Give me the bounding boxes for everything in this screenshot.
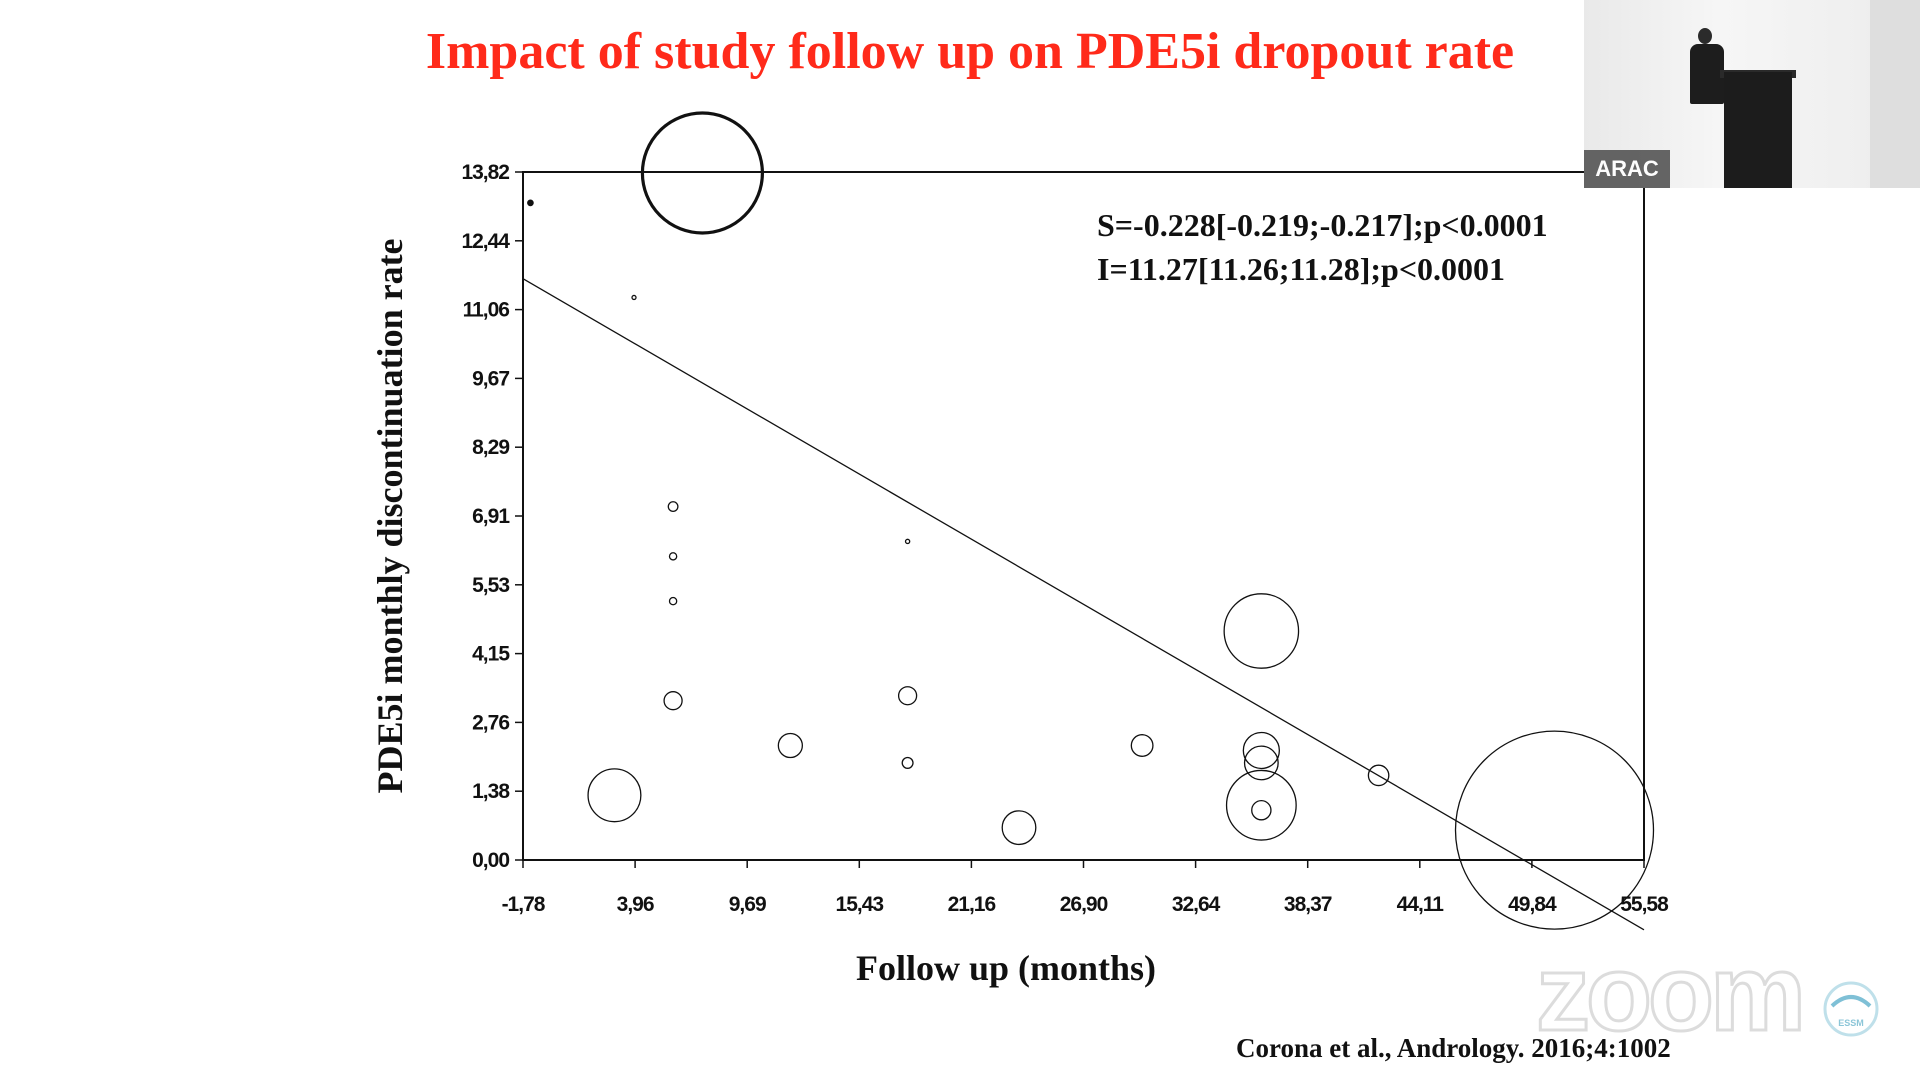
speaker-video-thumbnail[interactable]: ARAC <box>1584 0 1920 188</box>
x-tick-label: -1,78 <box>502 893 546 916</box>
speaker-head <box>1698 28 1712 44</box>
x-axis-title: Follow up (months) <box>856 948 1156 988</box>
y-tick-label: 5,53 <box>472 574 509 597</box>
data-bubble <box>897 686 918 706</box>
data-bubble <box>668 596 678 606</box>
data-bubble <box>527 199 534 207</box>
x-tick-label: 38,37 <box>1284 893 1332 916</box>
data-bubble <box>587 768 642 823</box>
y-tick-label: 11,06 <box>463 299 510 322</box>
data-bubble <box>1242 731 1280 770</box>
data-bubble <box>1251 799 1272 821</box>
x-tick-label: 49,84 <box>1508 893 1557 916</box>
x-tick-label: 44,11 <box>1397 893 1445 916</box>
data-bubble <box>1223 593 1300 669</box>
video-name-badge: ARAC <box>1584 150 1670 188</box>
logo-text: ESSM <box>1838 1018 1864 1028</box>
y-tick-label: 8,29 <box>472 436 509 459</box>
zoom-watermark: zoom <box>1535 931 1808 1055</box>
data-bubble <box>1454 730 1655 930</box>
y-axis-title: PDE5i monthly discontinuation rate <box>370 238 410 793</box>
y-tick-label: 9,67 <box>472 367 509 390</box>
data-bubble <box>1243 745 1279 781</box>
citation: Corona et al., Andrology. 2016;4:1002 <box>1236 1033 1671 1063</box>
speaker-body <box>1690 44 1724 104</box>
video-wall <box>1870 0 1920 188</box>
society-logo: ESSM <box>1823 981 1879 1037</box>
data-bubble <box>667 501 679 512</box>
regression-line <box>522 278 1645 931</box>
x-tick-label: 32,64 <box>1172 893 1221 916</box>
x-tick-label: 55,58 <box>1620 893 1669 916</box>
podium <box>1724 72 1792 188</box>
data-bubble <box>1367 764 1390 787</box>
intercept-annotation: I=11.27[11.26;11.28];p<0.0001 <box>1097 251 1505 287</box>
x-axis: -1,78 3,96 9,69 15,43 21,16 26,90 32,64 38,37 44… <box>502 860 1670 916</box>
data-bubble <box>1001 810 1037 846</box>
y-tick-label: 1,38 <box>472 780 510 803</box>
x-tick-label: 3,96 <box>617 893 654 916</box>
data-bubble <box>1225 769 1297 841</box>
x-tick-label: 21,16 <box>948 893 996 916</box>
slope-annotation: S=-0.228[-0.219;-0.217];p<0.0001 <box>1097 207 1548 243</box>
y-tick-label: 2,76 <box>472 711 509 734</box>
data-bubble <box>904 538 911 545</box>
y-tick-label: 4,15 <box>472 643 510 666</box>
x-tick-label: 9,69 <box>729 893 766 916</box>
y-tick-label: 12,44 <box>461 230 510 253</box>
data-bubble <box>640 111 765 235</box>
data-bubble <box>1130 734 1154 757</box>
y-tick-label: 6,91 <box>472 505 510 528</box>
data-bubble <box>901 756 914 769</box>
x-tick-label: 26,90 <box>1060 893 1108 916</box>
x-tick-label: 15,43 <box>836 893 884 916</box>
slide-title: Impact of study follow up on PDE5i dropo… <box>425 23 1515 80</box>
data-bubble <box>777 732 804 759</box>
data-bubble <box>631 294 637 301</box>
y-axis: 0,00 1,38 2,76 4,15 5,53 6,91 8,29 9,67 11,06 12,… <box>461 161 523 872</box>
data-bubble <box>668 552 678 561</box>
y-tick-label: 0,00 <box>472 849 509 872</box>
y-tick-label: 13,82 <box>461 161 509 184</box>
data-bubble <box>663 691 683 711</box>
bubble-series <box>527 111 1655 930</box>
